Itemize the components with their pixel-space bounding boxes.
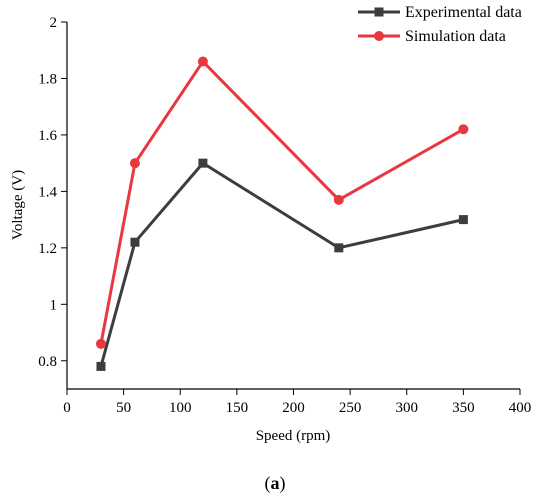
y-tick-label: 1 xyxy=(50,297,58,313)
x-tick-label: 350 xyxy=(452,400,475,416)
caption-letter: a xyxy=(271,473,280,493)
simulation-data-point xyxy=(333,194,344,205)
experimental-series-line xyxy=(99,161,464,367)
simulation-data-point xyxy=(129,158,140,169)
x-tick-label: 400 xyxy=(509,400,532,416)
y-tick-label: 1.6 xyxy=(38,128,57,144)
y-tick-label: 1.4 xyxy=(38,184,57,200)
y-tick-group: 0.8 1 1.2 1.4 1.6 1.8 2 xyxy=(38,15,67,370)
caption-close-paren: ) xyxy=(280,473,286,494)
x-tick-label: 0 xyxy=(63,400,71,416)
y-tick-label: 1.8 xyxy=(38,71,57,87)
experimental-data-point xyxy=(130,237,140,247)
experimental-data-point xyxy=(198,158,208,168)
x-tick-label: 100 xyxy=(169,400,192,416)
x-axis-title: Speed (rpm) xyxy=(256,428,331,444)
simulation-legend-marker xyxy=(374,31,384,41)
x-tick-label: 50 xyxy=(116,400,131,416)
x-tick-label: 300 xyxy=(396,400,419,416)
experimental-legend-marker xyxy=(374,7,384,17)
caption-open-paren: ( xyxy=(265,473,271,494)
series-layer xyxy=(95,56,469,371)
y-tick-label: 1.2 xyxy=(38,241,57,257)
y-tick-label: 2 xyxy=(50,15,58,31)
simulation-data-point xyxy=(95,338,106,349)
simulation-data-point xyxy=(197,56,208,67)
x-tick-label: 250 xyxy=(339,400,362,416)
simulation-data-point xyxy=(458,124,469,135)
x-tick-group: 0 50 100 150 200 250 300 350 400 xyxy=(63,389,531,416)
chart-axes xyxy=(66,22,520,390)
simulation-series-line xyxy=(99,60,465,345)
y-axis-title: Voltage (V) xyxy=(10,170,26,240)
experimental-legend-label: Experimental data xyxy=(405,4,522,21)
legend: Experimental data Simulation data xyxy=(358,4,522,45)
x-tick-label: 150 xyxy=(226,400,249,416)
simulation-legend-label: Simulation data xyxy=(405,28,506,45)
experimental-data-point xyxy=(334,243,344,253)
y-tick-label: 0.8 xyxy=(38,354,57,370)
figure-caption: (a) xyxy=(265,473,286,494)
experimental-data-point xyxy=(458,215,468,225)
x-tick-label: 200 xyxy=(282,400,305,416)
experimental-data-point xyxy=(96,361,106,371)
